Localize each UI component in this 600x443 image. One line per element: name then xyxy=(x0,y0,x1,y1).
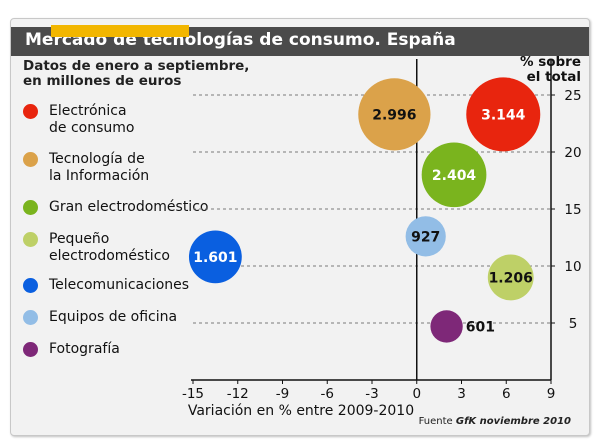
legend-label: Gran electrodoméstico xyxy=(49,199,209,215)
x-tick-label: -12 xyxy=(227,386,249,402)
x-tick-label: -6 xyxy=(321,386,334,402)
bubble xyxy=(358,78,431,151)
source-note: Fuente GfK noviembre 2010 xyxy=(419,416,571,427)
bubble xyxy=(405,216,446,257)
y-axis-label: % sobre el total xyxy=(520,54,581,85)
source-name: GfK noviembre 2010 xyxy=(455,416,571,427)
bubble-chart: -15 -12 -9 -6 -3 0 3 6 9 5 10 15 20 25 Variación en % … xyxy=(182,54,582,419)
y-axis-label-line: el total xyxy=(527,69,581,85)
legend-swatch xyxy=(23,310,38,325)
legend-swatch xyxy=(23,232,38,247)
subtitle-line: en millones de euros xyxy=(23,73,182,89)
bubble-label: 1.601 xyxy=(193,250,237,266)
bubble xyxy=(487,254,534,301)
legend-label: Fotografía xyxy=(49,341,120,357)
legend-swatch xyxy=(23,104,38,119)
x-tick-label: 6 xyxy=(502,386,511,402)
bubble-label: 927 xyxy=(411,229,440,245)
legend-label: Equipos de oficina xyxy=(49,309,178,325)
x-axis-label: Variación en % entre 2009-2010 xyxy=(188,403,414,419)
legend-swatch xyxy=(23,342,38,357)
x-tick-label: -3 xyxy=(365,386,378,402)
bubble xyxy=(466,77,541,152)
bubble-label: 1.206 xyxy=(489,270,533,286)
source-label: Fuente xyxy=(418,416,453,427)
y-tick-label: 25 xyxy=(564,88,581,104)
bubble-label: 3.144 xyxy=(481,107,526,123)
y-tick-label: 5 xyxy=(569,316,578,332)
bubble-label: 2.996 xyxy=(372,107,416,123)
chart-frame: Mercado de tecnologías de consumo. Españ… xyxy=(10,18,590,436)
y-tick-label: 20 xyxy=(564,145,581,161)
bubble-label: 601 xyxy=(466,319,495,335)
x-tick-label: 0 xyxy=(412,386,421,402)
bubble xyxy=(421,142,487,208)
x-tick-label: -15 xyxy=(182,386,204,402)
legend-swatch xyxy=(23,152,38,167)
x-tick-label: 9 xyxy=(547,386,556,402)
legend-label: Pequeño electrodoméstico xyxy=(49,231,170,264)
chart-subtitle: Datos de enero a septiembre, en millones … xyxy=(23,59,263,89)
bubble-label: 2.404 xyxy=(432,168,477,184)
legend-label: Electrónica de consumo xyxy=(49,103,135,136)
x-tick-label: 3 xyxy=(457,386,466,402)
bubble xyxy=(430,310,463,343)
y-tick-label: 10 xyxy=(564,259,581,275)
accent-bar xyxy=(51,25,189,37)
legend-label: Telecomunicaciones xyxy=(49,277,190,293)
y-axis-label-line: % sobre xyxy=(520,54,581,70)
x-tick-label: -9 xyxy=(276,386,289,402)
subtitle-line: Datos de enero a septiembre, xyxy=(23,58,250,74)
title-bar: Mercado de tecnologías de consumo. Españ… xyxy=(11,27,589,56)
bubble xyxy=(188,230,242,284)
legend-swatch xyxy=(23,278,38,293)
legend-swatch xyxy=(23,200,38,215)
legend-label: Tecnología de la Información xyxy=(49,151,150,184)
y-tick-label: 15 xyxy=(564,202,581,218)
